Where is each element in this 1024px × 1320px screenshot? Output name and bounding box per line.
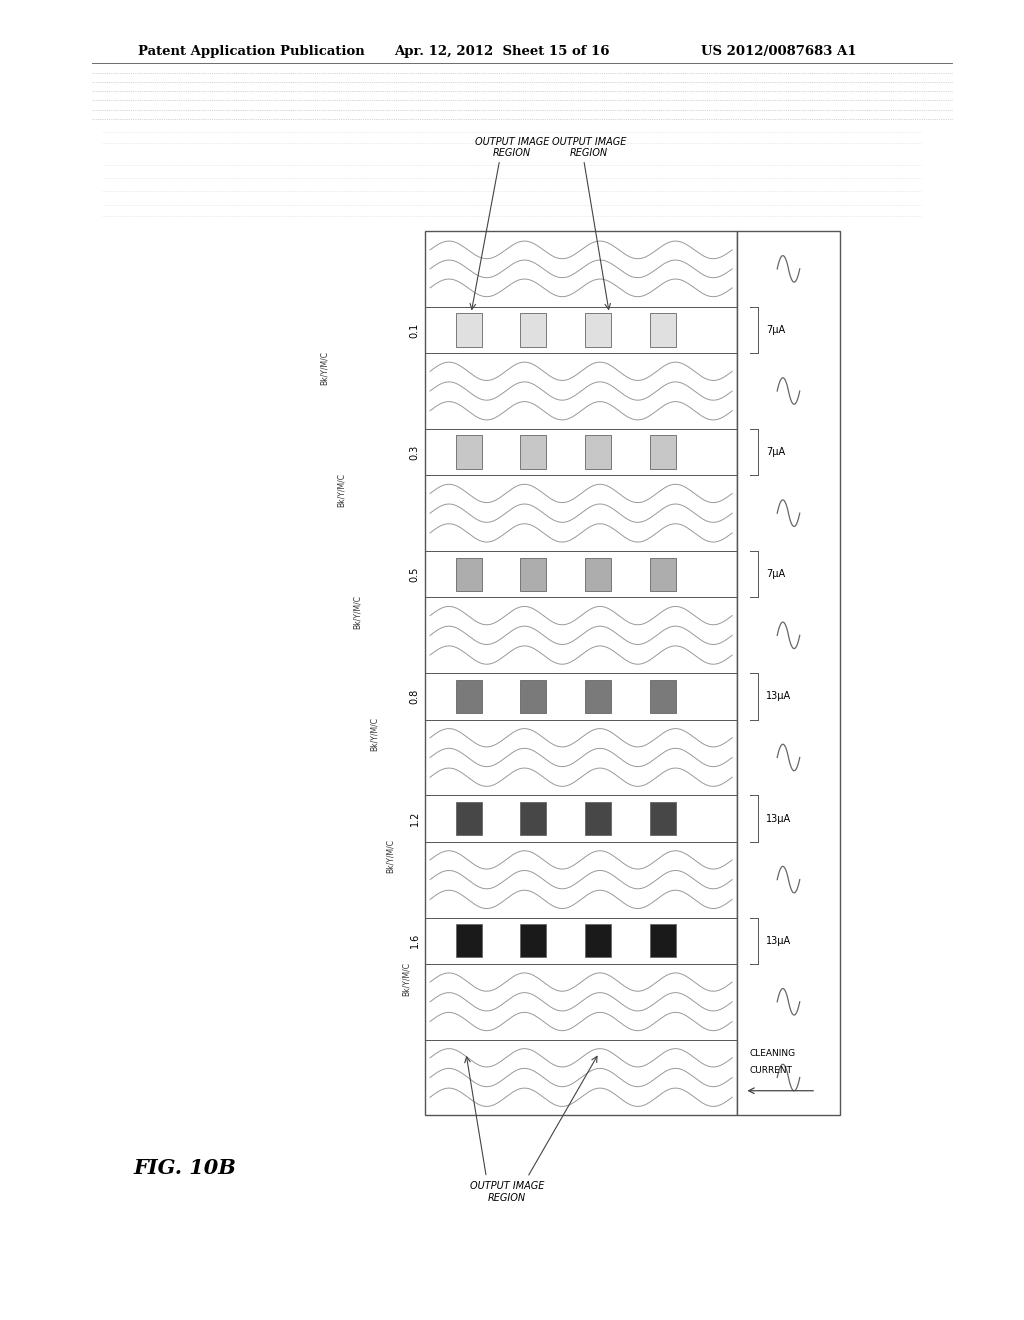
Text: Bk/Y/M/C: Bk/Y/M/C <box>321 351 329 385</box>
Text: Bk/Y/M/C: Bk/Y/M/C <box>370 717 378 751</box>
Bar <box>650 801 676 836</box>
Text: 13μA: 13μA <box>766 692 792 701</box>
Text: 7μA: 7μA <box>766 569 785 579</box>
Bar <box>456 801 481 836</box>
Text: OUTPUT IMAGE
REGION: OUTPUT IMAGE REGION <box>470 1181 544 1203</box>
Text: Bk/Y/M/C: Bk/Y/M/C <box>353 595 361 630</box>
Text: Apr. 12, 2012  Sheet 15 of 16: Apr. 12, 2012 Sheet 15 of 16 <box>394 45 609 58</box>
Bar <box>520 557 547 591</box>
Text: 0.8: 0.8 <box>410 689 420 704</box>
Text: Patent Application Publication: Patent Application Publication <box>138 45 365 58</box>
Text: 7μA: 7μA <box>766 325 785 335</box>
Text: 0.3: 0.3 <box>410 445 420 459</box>
Text: 13μA: 13μA <box>766 813 792 824</box>
Text: US 2012/0087683 A1: US 2012/0087683 A1 <box>701 45 857 58</box>
Bar <box>520 313 547 347</box>
Bar <box>585 680 611 713</box>
Bar <box>456 313 481 347</box>
Text: 1.2: 1.2 <box>410 810 420 826</box>
Text: CURRENT: CURRENT <box>750 1067 793 1076</box>
Bar <box>650 557 676 591</box>
Bar <box>456 924 481 957</box>
Bar <box>585 557 611 591</box>
Text: 13μA: 13μA <box>766 936 792 945</box>
Text: Bk/Y/M/C: Bk/Y/M/C <box>386 840 394 874</box>
Bar <box>650 924 676 957</box>
Bar <box>650 680 676 713</box>
Text: 1.6: 1.6 <box>410 933 420 948</box>
Bar <box>585 801 611 836</box>
Bar <box>456 436 481 469</box>
Bar <box>520 924 547 957</box>
Bar <box>456 557 481 591</box>
Text: OUTPUT IMAGE
REGION: OUTPUT IMAGE REGION <box>475 137 549 158</box>
Bar <box>520 436 547 469</box>
Bar <box>737 231 840 1115</box>
Bar <box>585 313 611 347</box>
Bar <box>585 436 611 469</box>
Bar <box>425 231 737 1115</box>
Bar <box>585 924 611 957</box>
Bar <box>650 436 676 469</box>
Text: CLEANING: CLEANING <box>750 1049 796 1059</box>
Text: Bk/Y/M/C: Bk/Y/M/C <box>337 473 345 507</box>
Text: OUTPUT IMAGE
REGION: OUTPUT IMAGE REGION <box>552 137 626 158</box>
Text: 0.1: 0.1 <box>410 322 420 338</box>
Bar <box>456 680 481 713</box>
Text: FIG. 10B: FIG. 10B <box>133 1158 236 1179</box>
Text: 7μA: 7μA <box>766 447 785 457</box>
Bar <box>520 680 547 713</box>
Text: Bk/Y/M/C: Bk/Y/M/C <box>402 961 411 995</box>
Bar <box>650 313 676 347</box>
Text: 0.5: 0.5 <box>410 566 420 582</box>
Bar <box>520 801 547 836</box>
